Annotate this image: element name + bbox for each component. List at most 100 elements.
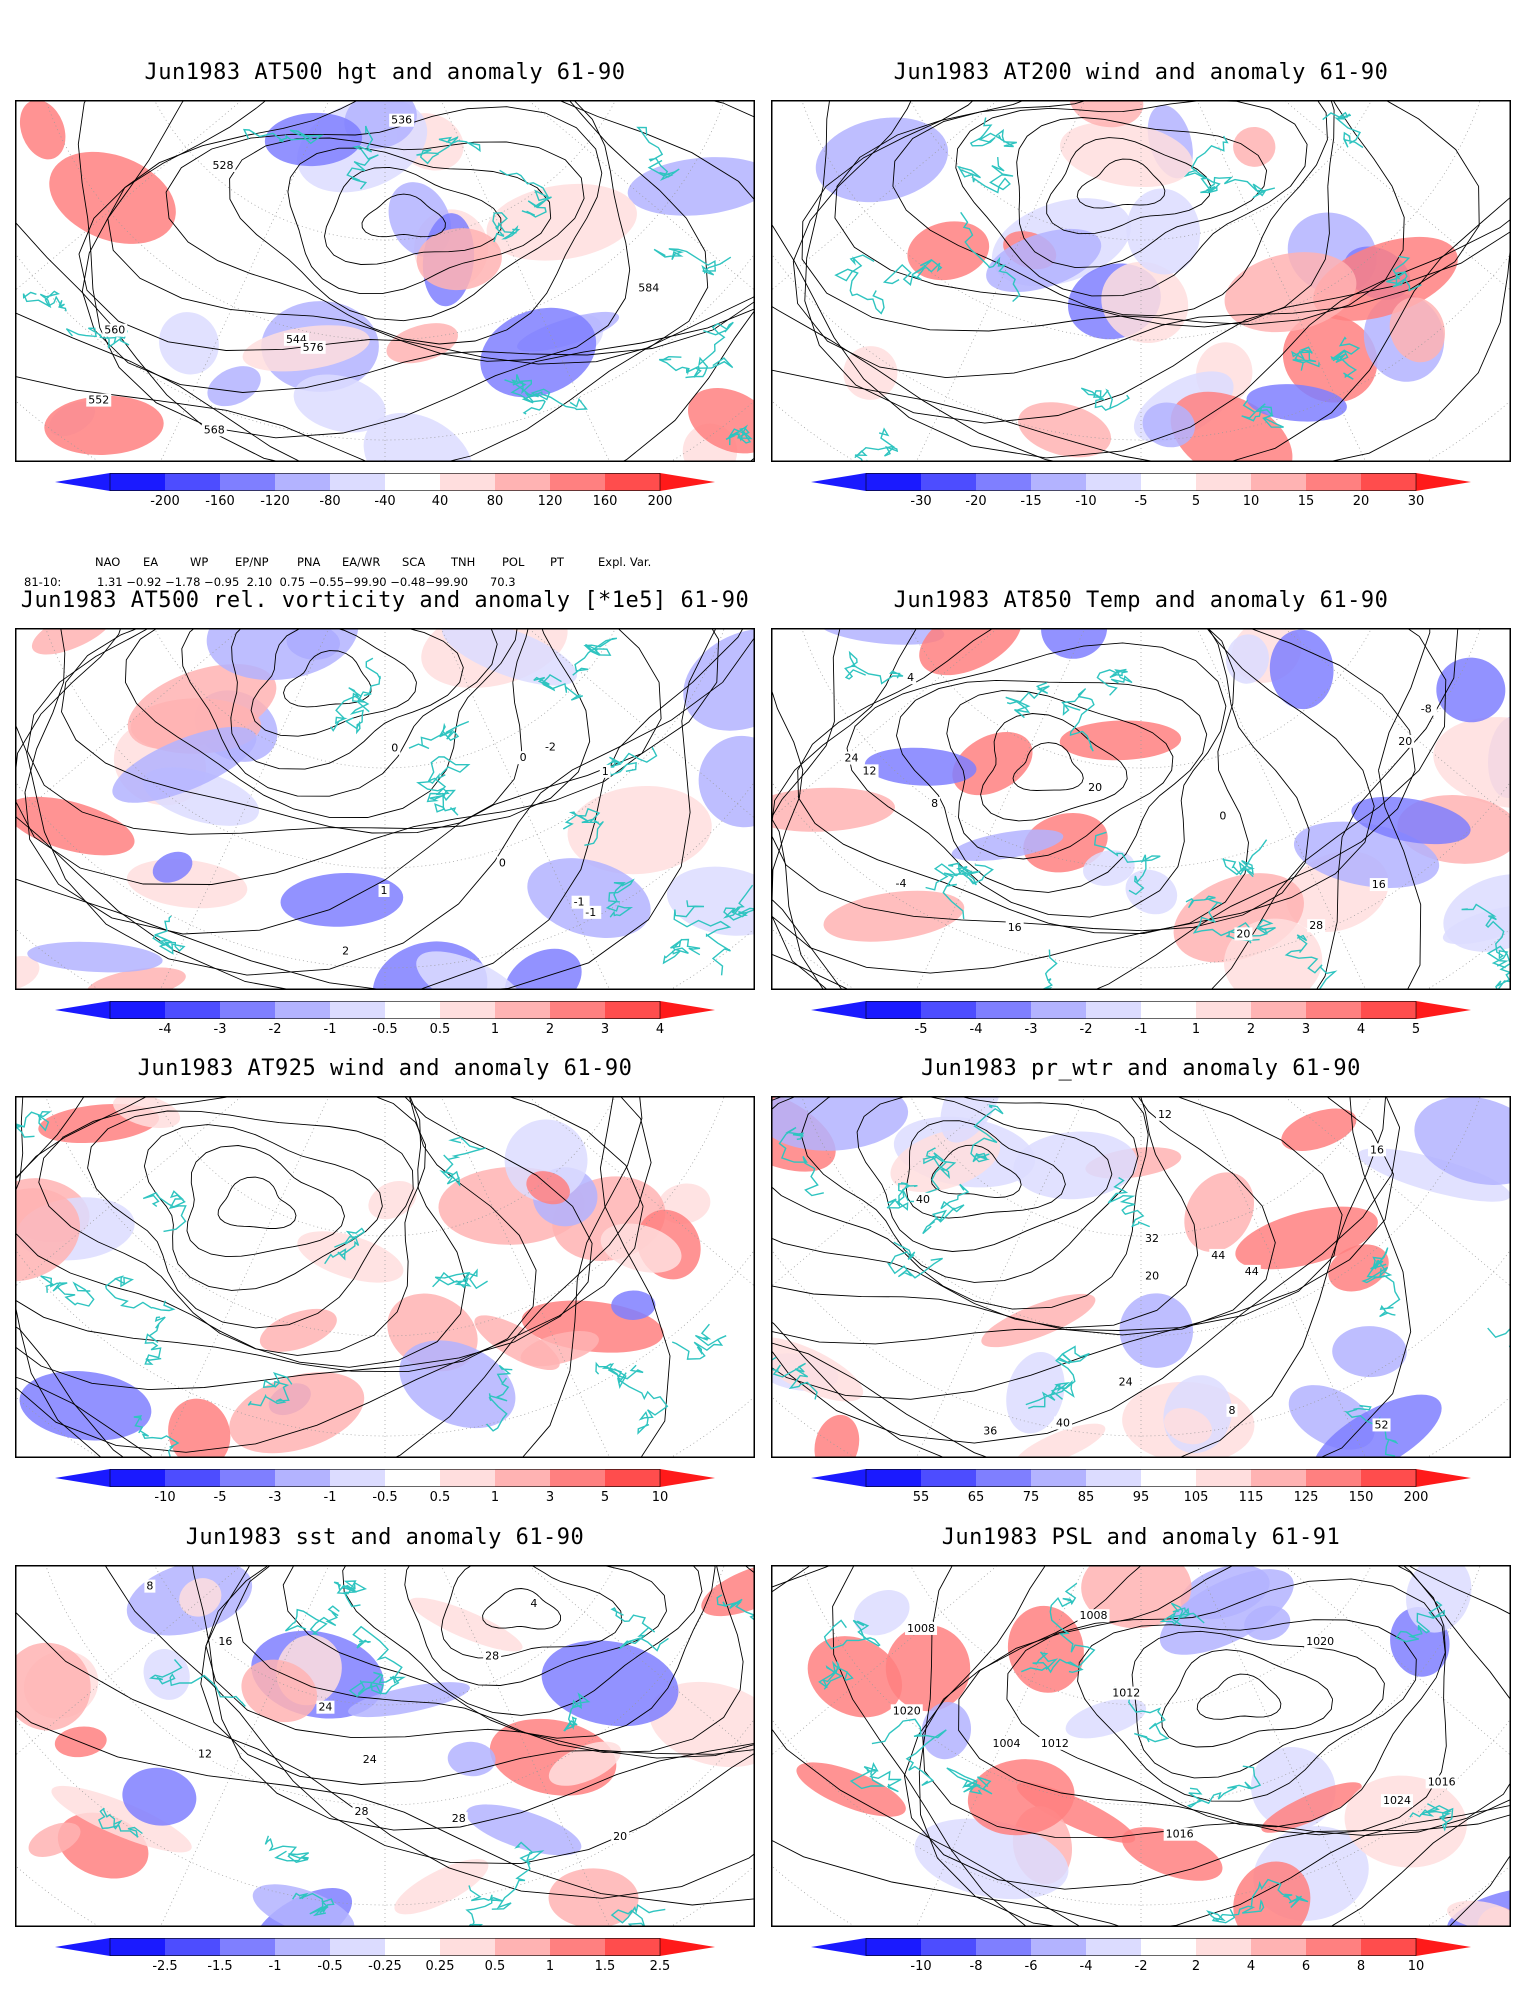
contour-line [946, 690, 1174, 860]
colorbar-segment [921, 1001, 977, 1019]
colorbar-segment [1031, 1938, 1087, 1956]
coastline [771, 1356, 818, 1400]
anomaly-shading [19, 100, 755, 462]
contour-label-bg [1369, 878, 1388, 892]
colorbar-tick-label: -2.5 [152, 1959, 178, 1974]
colorbar-segment [495, 1469, 551, 1487]
contour-label-bg [483, 1649, 502, 1663]
contour-label-bg [1163, 1827, 1196, 1841]
panel-title: Jun1983 PSL and anomaly 61-91 [941, 1525, 1341, 1550]
contour-line [78, 100, 709, 365]
colorbar-ticks: -30 -20 -15 -10 -5 5 10 15 20 30 [811, 494, 1471, 510]
coastline [778, 1126, 824, 1197]
anomaly-area [293, 374, 386, 433]
colorbar-ticks: -10 -8 -6 -4 -2 2 4 6 8 10 [811, 1959, 1471, 1975]
contour-label-bg [599, 764, 611, 778]
anomaly-area [1282, 313, 1378, 403]
colorbar-segment [1196, 1001, 1252, 1019]
contour-label: 0 [391, 742, 398, 755]
map-plot: 20 -8 -4 0 4 8 12 16 20 24 28 20 16 [771, 628, 1511, 990]
contour-label: 20 [613, 1830, 627, 1843]
contour-label: 24 [318, 1701, 332, 1714]
anomaly-area [807, 1636, 903, 1718]
colorbar-segment [110, 473, 166, 491]
colorbar-segment [220, 473, 276, 491]
colorbar [55, 1001, 715, 1019]
index-name-tnh: TNH [451, 555, 476, 569]
contour-label-bg [860, 764, 879, 778]
anomaly-area [951, 829, 1064, 861]
anomaly-area [1233, 1861, 1311, 1927]
colorbar-frame [109, 1469, 661, 1487]
contour-label: 32 [1145, 1232, 1159, 1245]
coastline [1291, 346, 1320, 371]
contour-line [980, 713, 1128, 822]
coastline [722, 884, 755, 921]
colorbar-frame [865, 1469, 1417, 1487]
anomaly-area [814, 1414, 860, 1458]
colorbar-arrow-low [811, 1469, 866, 1487]
contour-line [287, 147, 552, 295]
index-name-pt: PT [550, 555, 564, 569]
contour-label-bg [890, 1704, 923, 1718]
anomaly-area [51, 1785, 192, 1853]
contours [15, 628, 755, 990]
colorbar-segment [330, 1938, 386, 1956]
coastline [942, 864, 994, 920]
contour-label: 40 [916, 1193, 930, 1206]
colorbar-segment [165, 1938, 221, 1956]
coastline [152, 915, 186, 955]
anomaly-area [113, 1096, 181, 1129]
meridian [384, 1096, 656, 1458]
meridian [1140, 1096, 1412, 1458]
coastline [658, 355, 734, 378]
anomaly-area [688, 388, 755, 454]
contour-label-bg [517, 751, 529, 765]
contour-line [15, 628, 755, 990]
colorbar-segment [1306, 473, 1362, 491]
anomaly-area [486, 183, 637, 261]
colorbar-segment [866, 1469, 922, 1487]
graticule [15, 1096, 755, 1458]
coastline [613, 1368, 669, 1435]
panel-vort500: Jun1983 AT500 rel. vorticity and anomaly… [15, 588, 755, 1048]
colorbar-tick-label: -20 [965, 494, 987, 509]
colorbar-tick-label: 6 [1301, 1959, 1311, 1974]
contour-line [834, 100, 1335, 328]
anomaly-area [843, 346, 898, 400]
anomaly-area [1269, 629, 1334, 710]
anomaly-area [1332, 1326, 1407, 1378]
contour-label: 576 [303, 341, 324, 354]
contour-label-bg [1418, 702, 1437, 716]
anomaly-area [940, 1096, 1002, 1143]
colorbar-tick-label: 8 [1356, 1959, 1366, 1974]
colorbar-tick-label: -120 [260, 494, 290, 509]
contour-label-bg [1380, 1794, 1413, 1808]
contour-line [771, 628, 1310, 932]
coastline [653, 248, 732, 276]
coastline [142, 1190, 187, 1233]
anomaly-area [252, 1884, 355, 1927]
coastline [1061, 688, 1095, 752]
colorbar-segment [495, 1001, 551, 1019]
coastline [504, 379, 551, 415]
meridian [870, 100, 1142, 462]
map-frame [15, 100, 755, 462]
meridian [1140, 1565, 1412, 1927]
colorbar-arrow-low [811, 473, 866, 491]
coastline [1096, 668, 1133, 696]
coastline [533, 673, 584, 701]
coastline [492, 212, 521, 243]
anomaly-area [1351, 796, 1471, 845]
colorbar-segment [1361, 1938, 1417, 1956]
colorbar-tick-label: 115 [1238, 1490, 1264, 1505]
coastline [1461, 903, 1509, 969]
colorbar-tick-label: 0.5 [484, 1959, 506, 1974]
colorbar-tick-label: 55 [912, 1490, 930, 1505]
contour-label-bg [352, 1804, 371, 1818]
colorbar-tick-label: 1.5 [594, 1959, 616, 1974]
colorbar-tick-label: 65 [967, 1490, 985, 1505]
anomaly-area [885, 1624, 971, 1712]
colorbar [55, 473, 715, 491]
contour-label-bg [1425, 1775, 1458, 1789]
